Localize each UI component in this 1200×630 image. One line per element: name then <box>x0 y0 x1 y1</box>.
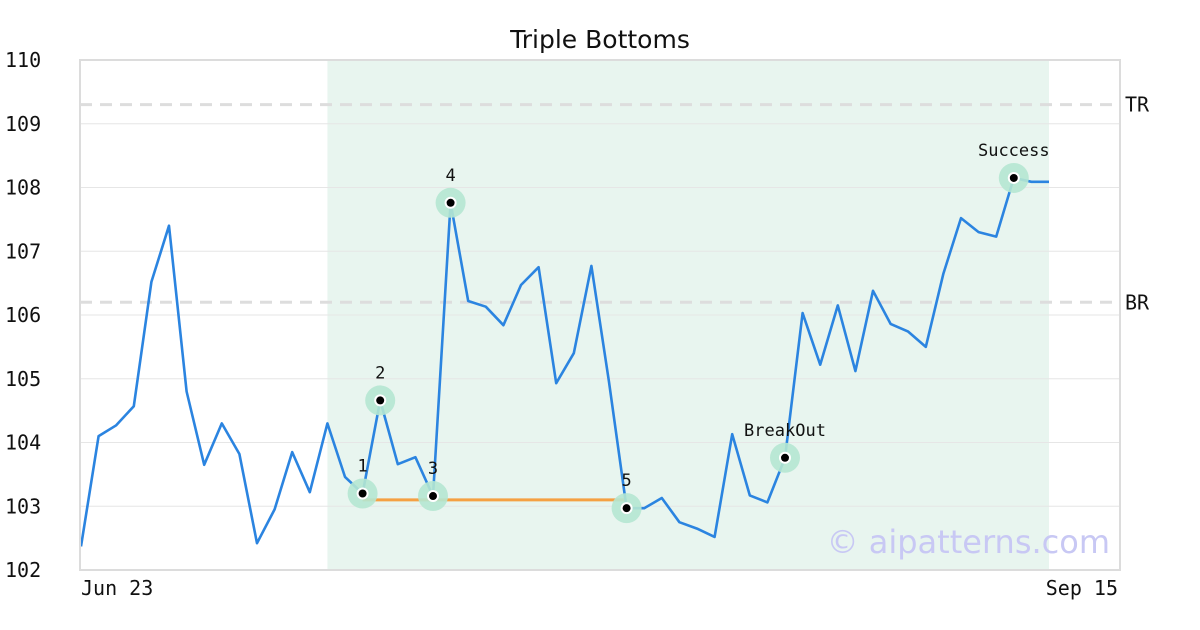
marker-dot-4 <box>446 198 455 207</box>
marker-dot-breakout <box>781 453 789 462</box>
price-series <box>79 176 1049 547</box>
watermark: © aipatterns.com <box>827 523 1110 561</box>
marker-label-success: Success <box>978 141 1050 161</box>
x-tick-label: Jun 23 <box>81 576 153 600</box>
marker-label-2: 2 <box>375 363 385 383</box>
y-tick-label: 110 <box>5 48 41 72</box>
y-tick-label: 108 <box>5 176 41 200</box>
reference-lines: TR BR <box>80 93 1150 314</box>
marker-label-breakout: BreakOut <box>744 421 826 441</box>
y-tick-label: 109 <box>5 112 41 136</box>
chart-title: Triple Bottoms <box>509 25 690 54</box>
marker-dot-success <box>1009 173 1018 182</box>
reference-label-br: BR <box>1125 290 1150 314</box>
gridlines <box>80 59 1120 571</box>
y-tick-label: 106 <box>5 303 41 327</box>
y-tick-label: 102 <box>5 558 41 582</box>
marker-label-1: 1 <box>357 457 367 477</box>
y-tick-label: 104 <box>5 431 41 455</box>
pattern-markers: 1 2 3 4 5 BreakOut Success <box>347 141 1050 524</box>
plot-frame <box>79 59 1121 571</box>
y-tick-label: 103 <box>5 494 41 518</box>
marker-dot-3 <box>429 492 437 501</box>
axis-ticks: 102 103 104 105 106 107 108 109 110 Jun 23 Sep 15 <box>5 48 1118 600</box>
marker-label-4: 4 <box>445 166 455 186</box>
marker-dot-1 <box>358 489 367 498</box>
y-tick-label: 105 <box>5 367 41 391</box>
x-tick-label: Sep 15 <box>1046 576 1118 600</box>
price-line <box>79 176 1049 547</box>
reference-label-tr: TR <box>1125 93 1150 117</box>
y-tick-label: 107 <box>5 239 41 263</box>
marker-dot-5 <box>622 504 631 513</box>
marker-label-3: 3 <box>428 459 438 479</box>
marker-dot-2 <box>376 396 385 405</box>
marker-label-5: 5 <box>621 471 631 491</box>
